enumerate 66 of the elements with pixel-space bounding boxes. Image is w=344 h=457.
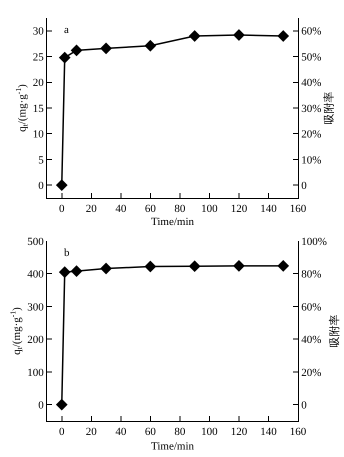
point bbox=[144, 260, 156, 272]
point bbox=[100, 42, 112, 54]
point bbox=[144, 40, 156, 52]
y-tick-label: 30 bbox=[32, 26, 44, 38]
y2-tick-label: 0 bbox=[301, 180, 308, 192]
y-tick-label: 100 bbox=[27, 366, 44, 379]
y2-axis-title: 吸附率 bbox=[328, 314, 342, 348]
y-tick-label: 10 bbox=[32, 128, 44, 141]
x-tick-label: 100 bbox=[201, 426, 218, 438]
annotation: a bbox=[64, 24, 69, 36]
x-tick-label: 160 bbox=[290, 203, 307, 216]
annotation: b bbox=[64, 247, 70, 259]
x-tick-label: 60 bbox=[144, 426, 156, 438]
y-tick-label: 400 bbox=[27, 268, 44, 281]
x-tick-label: 80 bbox=[174, 203, 186, 216]
y-tick-label: 200 bbox=[27, 334, 44, 346]
y2-tick-label: 80% bbox=[301, 268, 322, 281]
point bbox=[188, 260, 200, 272]
y2-tick-label: 40% bbox=[301, 334, 322, 346]
point bbox=[277, 30, 290, 42]
x-axis-title: Time/min bbox=[151, 216, 194, 228]
y2-tick-label: 20% bbox=[301, 128, 322, 141]
x-tick-label: 0 bbox=[59, 203, 66, 216]
y-tick-label: 20 bbox=[32, 77, 44, 90]
y-tick-label: 15 bbox=[32, 102, 44, 115]
y-tick-label: 0 bbox=[38, 180, 44, 192]
y2-tick-label: 60% bbox=[301, 301, 322, 314]
x-tick-label: 160 bbox=[290, 426, 307, 438]
x-tick-label: 140 bbox=[260, 203, 278, 216]
x-tick-label: 0 bbox=[59, 426, 66, 438]
y-tick-label: 0 bbox=[38, 399, 44, 412]
y-tick-label: 500 bbox=[27, 236, 44, 248]
x-tick-label: 20 bbox=[86, 426, 98, 438]
point bbox=[56, 179, 68, 191]
point bbox=[233, 29, 245, 41]
x-tick-label: 100 bbox=[201, 203, 218, 216]
point bbox=[233, 260, 245, 272]
y2-tick-label: 30% bbox=[301, 102, 322, 115]
y2-tick-label: 60% bbox=[301, 26, 322, 38]
x-tick-label: 40 bbox=[115, 426, 127, 438]
point bbox=[58, 52, 71, 64]
y2-tick-label: 20% bbox=[301, 366, 322, 379]
y-tick-label: 5 bbox=[38, 154, 44, 166]
point bbox=[70, 265, 82, 277]
x-tick-label: 80 bbox=[174, 426, 186, 438]
x-tick-label: 140 bbox=[260, 426, 278, 438]
x-tick-label: 20 bbox=[86, 203, 98, 216]
x-tick-label: 60 bbox=[144, 203, 156, 216]
point bbox=[277, 260, 290, 272]
x-tick-label: 120 bbox=[230, 426, 248, 438]
y2-tick-label: 40% bbox=[301, 77, 322, 90]
y2-tick-label: 100% bbox=[301, 236, 327, 248]
x-axis-title: Time/min bbox=[151, 440, 194, 452]
y-tick-label: 25 bbox=[32, 51, 44, 64]
point bbox=[58, 266, 71, 278]
x-tick-label: 120 bbox=[230, 203, 248, 216]
y-tick-label: 300 bbox=[27, 301, 44, 314]
y2-tick-label: 50% bbox=[301, 51, 322, 64]
y2-axis-title: 吸附率 bbox=[322, 92, 336, 124]
point bbox=[188, 30, 200, 42]
point bbox=[56, 398, 68, 410]
x-tick-label: 40 bbox=[115, 203, 127, 216]
point bbox=[100, 262, 112, 274]
point bbox=[70, 44, 82, 56]
y2-tick-label: 10% bbox=[301, 154, 322, 166]
y2-tick-label: 0 bbox=[301, 399, 308, 412]
